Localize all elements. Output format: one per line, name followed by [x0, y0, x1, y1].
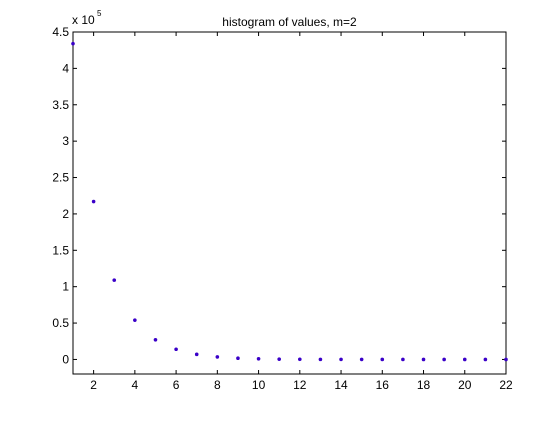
- y-tick-label: 1: [62, 280, 69, 294]
- data-point: [236, 356, 240, 361]
- data-point: [277, 357, 281, 361]
- y-multiplier-exponent: 5: [97, 9, 102, 18]
- data-points: [71, 41, 508, 362]
- data-point: [153, 338, 158, 342]
- y-tick-label: 4.5: [52, 25, 69, 39]
- x-tick-label: 10: [252, 378, 266, 392]
- x-tick-label: 14: [334, 378, 348, 392]
- y-tick-label: 0.5: [52, 316, 69, 330]
- x-tick-label: 2: [90, 378, 97, 392]
- data-point: [339, 357, 343, 362]
- data-point: [359, 357, 364, 362]
- data-point: [442, 357, 446, 362]
- x-tick-label: 20: [458, 378, 472, 392]
- x-tick-label: 16: [376, 378, 390, 392]
- x-tick-label: 22: [499, 378, 513, 392]
- data-point: [462, 357, 467, 362]
- x-tick-label: 6: [173, 378, 180, 392]
- plot-area: [72, 31, 507, 375]
- data-point: [112, 278, 117, 282]
- data-point: [504, 357, 508, 362]
- data-point: [483, 357, 488, 362]
- y-tick-label: 3.5: [52, 98, 69, 112]
- data-point: [71, 41, 75, 46]
- data-point: [401, 357, 405, 362]
- x-tick-label: 4: [132, 378, 139, 392]
- y-tick-label: 2.5: [52, 171, 69, 185]
- data-point: [174, 347, 178, 352]
- data-point: [215, 355, 220, 359]
- data-point: [298, 357, 302, 362]
- data-point: [194, 352, 199, 357]
- y-tick-label: 4: [62, 61, 69, 75]
- y-tick-label: 1.5: [52, 243, 69, 257]
- y-tick-label: 2: [62, 207, 69, 221]
- y-tick-label: 0: [62, 352, 69, 366]
- data-point: [256, 356, 261, 361]
- y-tick-label: 3: [62, 134, 69, 148]
- x-tick-label: 8: [214, 378, 221, 392]
- data-point: [91, 199, 96, 204]
- data-point: [380, 357, 385, 362]
- x-tick-label: 18: [417, 378, 431, 392]
- y-axis-ticks: 0 0.5 1 1.5 2 2.5 3 3.5 4 4.5: [52, 25, 506, 366]
- data-point: [318, 357, 323, 362]
- x-axis-ticks: 2 4 6 8 10 12 14 16 18 20 22: [90, 32, 513, 392]
- data-point: [421, 357, 426, 362]
- y-multiplier-base: x 10: [72, 13, 95, 27]
- chart-title: histogram of values, m=2: [222, 15, 357, 29]
- data-point: [133, 318, 137, 322]
- x-tick-label: 12: [293, 378, 307, 392]
